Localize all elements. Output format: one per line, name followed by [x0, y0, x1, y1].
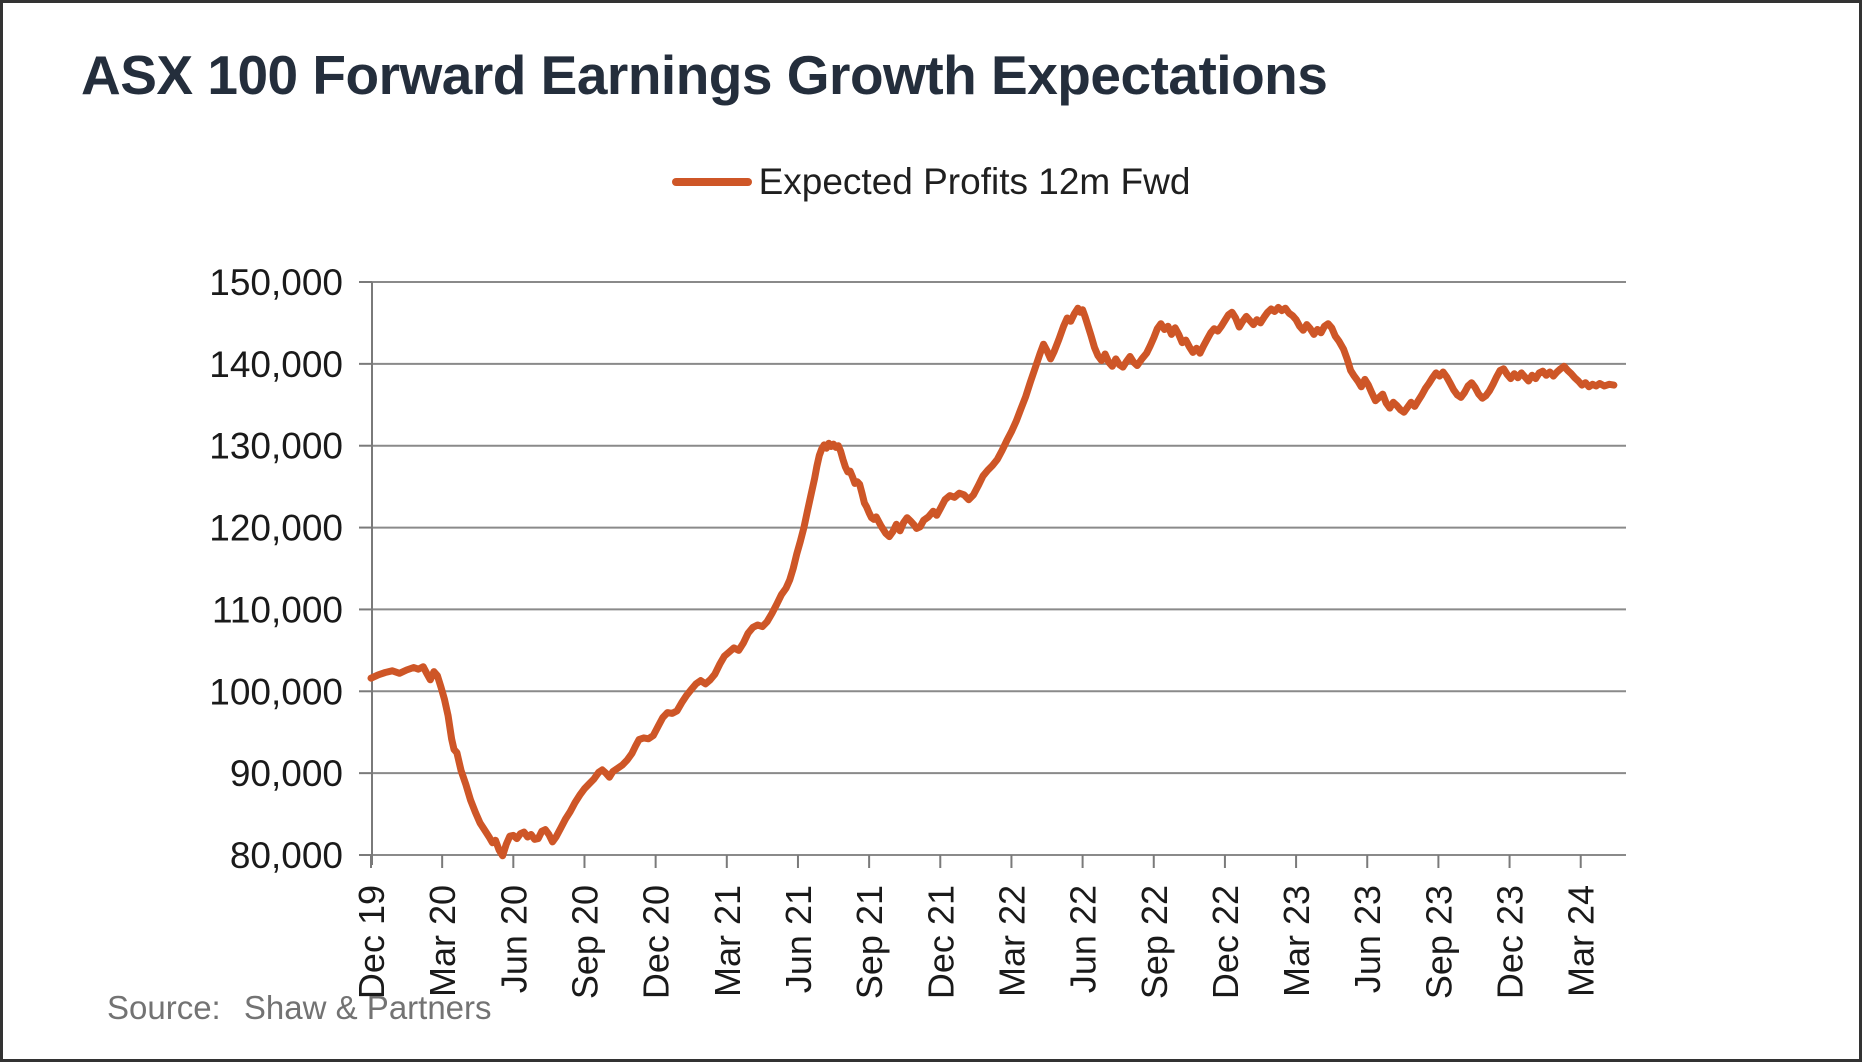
y-tick-label: 80,000: [230, 835, 343, 876]
x-tick-label: Dec 20: [636, 885, 677, 999]
y-tick-label: 110,000: [212, 589, 343, 630]
y-tick-label: 130,000: [209, 426, 343, 467]
source-label: Source:: [107, 989, 221, 1026]
y-tick-label: 140,000: [209, 344, 343, 385]
legend-line-swatch: [671, 178, 752, 186]
x-tick-label: Mar 20: [422, 885, 463, 997]
x-tick-label: Jun 21: [778, 885, 819, 993]
legend: Expected Profits 12m Fwd: [3, 161, 1859, 203]
x-tick-label: Mar 22: [991, 885, 1032, 997]
source-value: Shaw & Partners: [243, 989, 492, 1026]
chart-canvas: 80,000 90,000 100,000 110,000 120,000 130,000…: [209, 262, 1626, 999]
legend-series-label: Expected Profits 12m Fwd: [758, 161, 1191, 202]
x-tick-label: Dec 23: [1490, 885, 1531, 999]
x-tick-label: Sep 22: [1134, 885, 1175, 999]
y-tick-label: 90,000: [230, 753, 343, 794]
profits-line-series: [367, 303, 1618, 860]
x-tick-label: Mar 21: [707, 885, 748, 997]
x-tick-label: Jun 23: [1347, 885, 1388, 993]
x-tick-label: Dec 19: [351, 885, 392, 999]
x-tick-label: Mar 24: [1561, 885, 1602, 997]
x-tick-label: Sep 20: [564, 885, 605, 999]
x-tick-label: Mar 23: [1276, 885, 1317, 997]
x-tick-label: Dec 22: [1205, 885, 1246, 999]
x-tick-label: Sep 23: [1418, 885, 1459, 999]
x-tick-label: Dec 21: [920, 885, 961, 999]
x-tick-label: Jun 22: [1063, 885, 1104, 993]
x-tick-label: Sep 21: [849, 885, 890, 999]
y-tick-label: 150,000: [209, 262, 343, 303]
x-tick-label: Jun 20: [493, 885, 534, 993]
page-title: ASX 100 Forward Earnings Growth Expectat…: [81, 44, 1328, 106]
source-attribution: Source: Shaw & Partners: [107, 989, 492, 1027]
y-tick-label: 120,000: [209, 508, 343, 549]
y-tick-label: 100,000: [209, 671, 343, 712]
